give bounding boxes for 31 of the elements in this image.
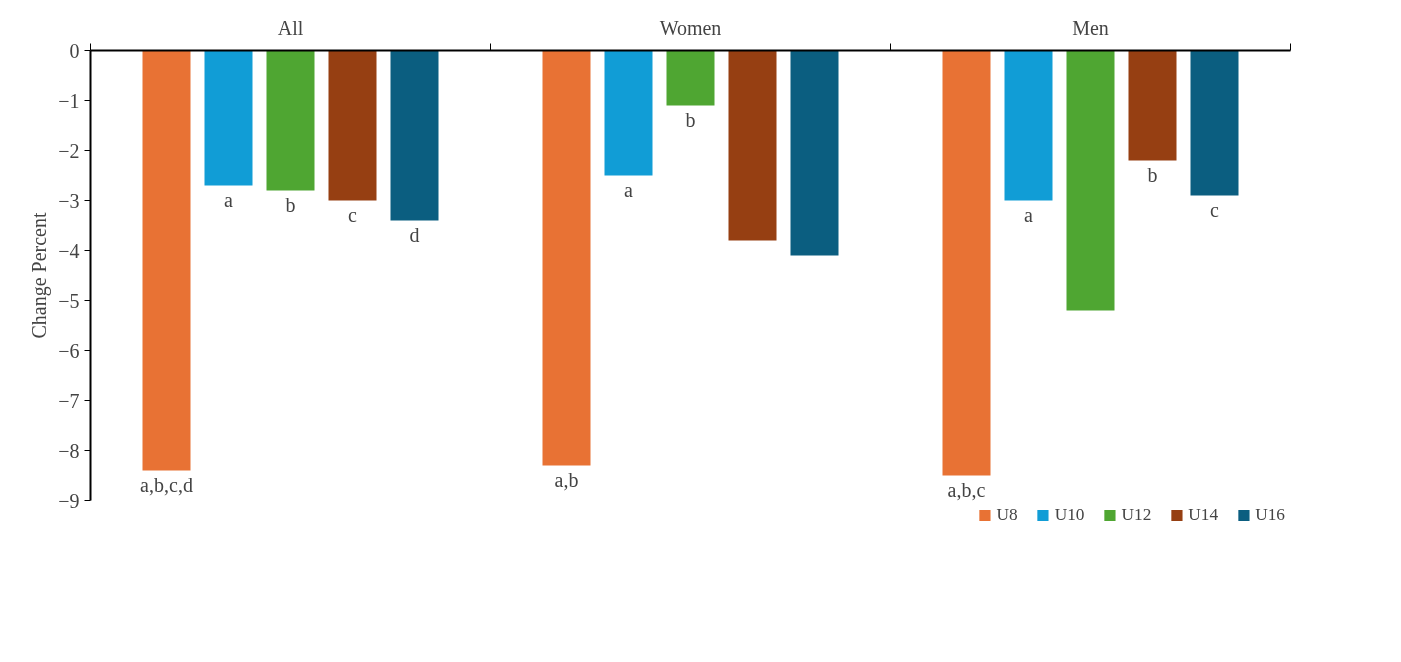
data-label: a bbox=[624, 178, 634, 201]
y-tick-label: −4 bbox=[58, 239, 80, 262]
legend-label: U12 bbox=[1121, 505, 1152, 525]
x-tick-label: All bbox=[277, 16, 304, 39]
x-tick-label: Women bbox=[659, 16, 722, 39]
y-tick-label: 0 bbox=[69, 39, 80, 62]
x-tick-label: Men bbox=[1072, 16, 1109, 39]
y-tick-label: −8 bbox=[58, 439, 80, 462]
data-label: b bbox=[685, 108, 696, 131]
data-label: a,b,c,d bbox=[140, 473, 193, 496]
y-tick-label: −1 bbox=[58, 89, 80, 112]
legend-label: U14 bbox=[1188, 505, 1219, 525]
legend-label: U8 bbox=[996, 505, 1018, 525]
data-label: d bbox=[409, 223, 420, 246]
data-label: a,b,c bbox=[947, 478, 986, 501]
data-label: c bbox=[1210, 198, 1220, 221]
y-axis-title: Change Percent bbox=[28, 212, 52, 339]
legend-label: U10 bbox=[1054, 505, 1085, 525]
y-tick-label: −2 bbox=[58, 139, 80, 162]
y-tick-label: −3 bbox=[58, 189, 80, 212]
data-label: a bbox=[1024, 203, 1034, 226]
data-label: b bbox=[285, 193, 296, 216]
y-tick-label: −6 bbox=[58, 339, 80, 362]
y-tick-label: −5 bbox=[58, 289, 80, 312]
data-label: b bbox=[1147, 163, 1158, 186]
data-label: a,b bbox=[554, 468, 579, 491]
y-tick-label: −7 bbox=[58, 389, 80, 412]
data-label: c bbox=[348, 203, 358, 226]
legend-label: U16 bbox=[1255, 505, 1285, 525]
data-label: a bbox=[224, 188, 234, 211]
y-tick-label: −9 bbox=[58, 489, 80, 512]
